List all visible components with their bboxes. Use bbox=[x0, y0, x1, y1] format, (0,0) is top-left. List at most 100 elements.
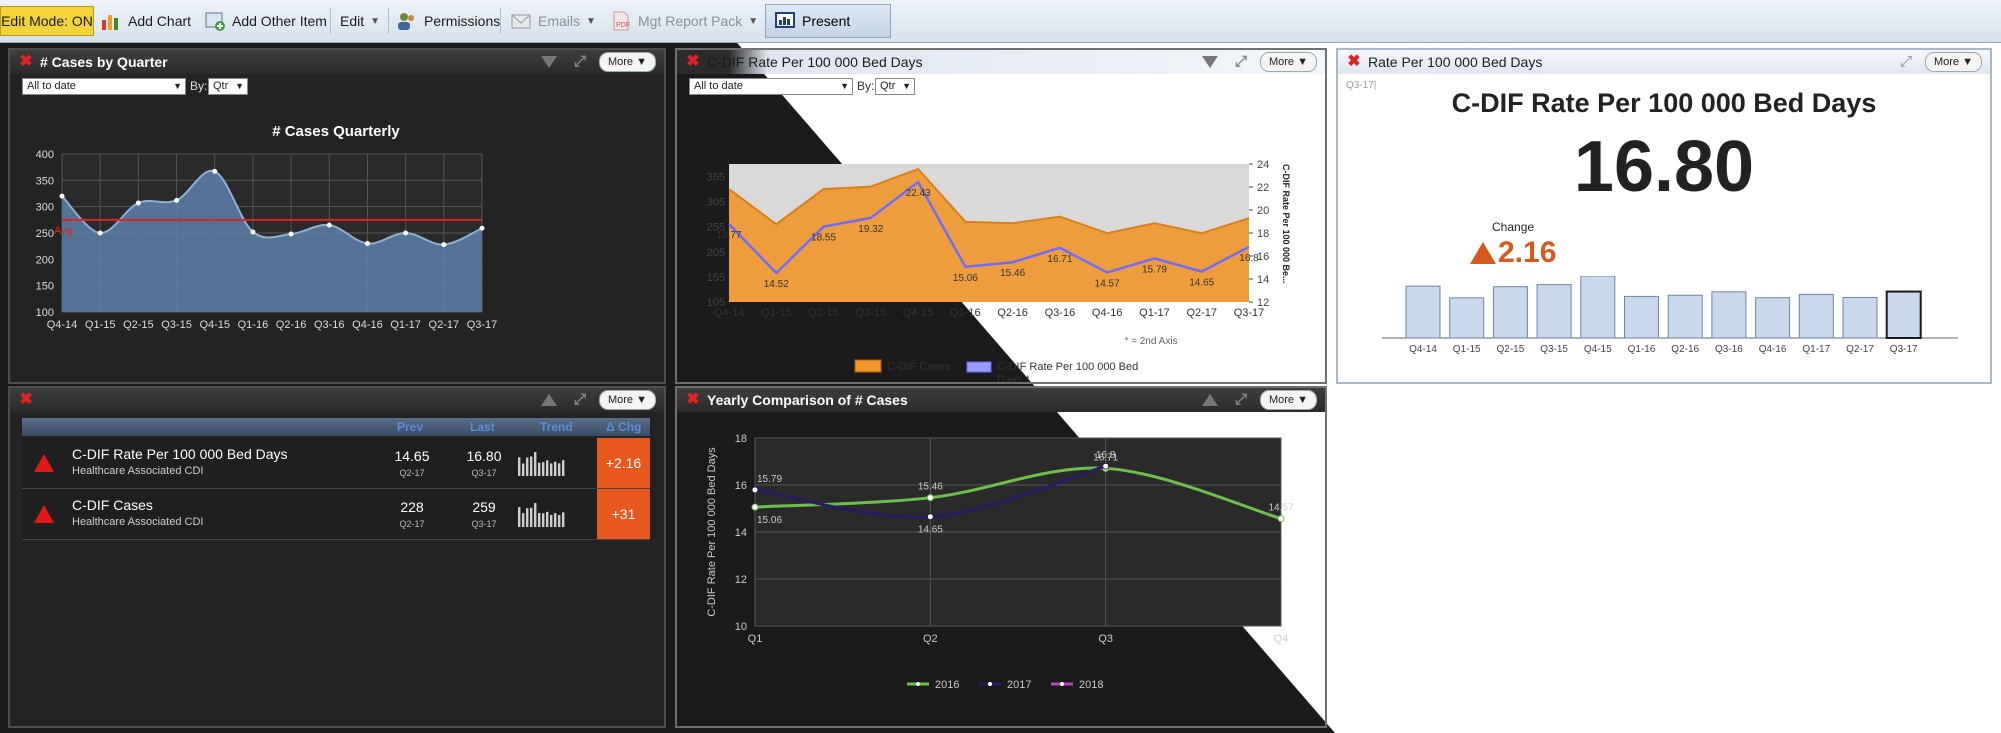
alert-triangle-icon bbox=[34, 505, 54, 523]
envelope-icon bbox=[511, 14, 531, 29]
expand-icon[interactable]: ⤢ bbox=[1234, 391, 1247, 408]
x-tick-label: Q3 bbox=[1098, 633, 1113, 645]
y2-tick-label: 24 bbox=[1257, 159, 1269, 171]
panel-title: Yearly Comparison of # Cases bbox=[707, 392, 908, 408]
data-label: 15.46 bbox=[1000, 268, 1025, 279]
data-label: 22.43 bbox=[906, 188, 931, 199]
date-range-select[interactable]: All to date ▼ bbox=[22, 78, 186, 95]
x-tick-label: Q3-16 bbox=[314, 319, 345, 331]
sparkline-bar bbox=[542, 462, 545, 476]
filter-icon[interactable] bbox=[540, 56, 557, 68]
x-tick-label: Q3-16 bbox=[1715, 344, 1743, 355]
add-chart-label: Add Chart bbox=[128, 13, 192, 29]
edit-mode-button[interactable]: Edit Mode: ON bbox=[0, 6, 94, 36]
emails-menu[interactable]: Emails ▼ bbox=[510, 6, 596, 36]
expand-icon[interactable]: ⤢ bbox=[1234, 53, 1247, 70]
prev-value: 228 bbox=[400, 499, 424, 515]
expand-icon[interactable]: ⤢ bbox=[573, 391, 586, 408]
x-tick-label: Q4-15 bbox=[903, 307, 934, 319]
add-chart-button[interactable]: Add Chart bbox=[100, 6, 191, 36]
add-other-item-label: Add Other Item bbox=[232, 13, 327, 29]
x-tick-label: Q4-14 bbox=[47, 319, 78, 331]
close-icon[interactable]: ✖ bbox=[686, 53, 700, 70]
filter-icon[interactable] bbox=[1201, 394, 1218, 406]
y2-tick-label: 14 bbox=[1257, 274, 1269, 286]
filter-icon[interactable] bbox=[1201, 56, 1218, 68]
cases-line bbox=[728, 167, 1250, 235]
data-point bbox=[59, 193, 65, 199]
more-button[interactable]: More ▼ bbox=[598, 390, 656, 410]
data-label: 15.06 bbox=[953, 273, 978, 284]
data-point bbox=[1277, 515, 1285, 523]
sparkline-bar bbox=[550, 463, 553, 476]
y2-axis-label: C-DIF Rate Per 100 000 Be... bbox=[1281, 164, 1291, 284]
bar bbox=[1405, 285, 1441, 339]
sparkline-bar bbox=[530, 507, 533, 527]
x-tick-label: Q1 bbox=[748, 633, 763, 645]
edit-menu[interactable]: Edit ▼ bbox=[340, 6, 380, 36]
period-value: Qtr bbox=[213, 80, 229, 92]
x-tick-label: Q1-15 bbox=[85, 319, 116, 331]
x-tick-label: Q2-15 bbox=[1497, 344, 1525, 355]
bar bbox=[1449, 297, 1485, 339]
close-icon[interactable]: ✖ bbox=[1347, 53, 1361, 70]
expand-icon[interactable]: ⤢ bbox=[573, 53, 586, 70]
more-button[interactable]: More ▼ bbox=[1924, 52, 1982, 72]
filter-icon[interactable] bbox=[540, 394, 557, 406]
date-range-value: All to date bbox=[27, 80, 76, 92]
y-tick-label: 105 bbox=[707, 297, 725, 309]
data-label: 18.77 bbox=[716, 230, 741, 241]
sparkline-bar bbox=[518, 507, 521, 527]
data-label: 15.06 bbox=[757, 515, 782, 526]
more-button[interactable]: More ▼ bbox=[1259, 52, 1317, 72]
y-tick-label: 18 bbox=[735, 433, 747, 445]
cases-area bbox=[62, 170, 482, 312]
x-tick-label: Q2-17 bbox=[429, 319, 460, 331]
x-tick-label: Q2-16 bbox=[997, 307, 1028, 319]
panel-title: Rate Per 100 000 Bed Days bbox=[1368, 54, 1543, 70]
y2-tick-label: 12 bbox=[1257, 297, 1269, 309]
sparkline-bar bbox=[542, 513, 545, 527]
x-tick-label: Q3-17 bbox=[1890, 344, 1918, 355]
table-row[interactable]: C-DIF Cases Healthcare Associated CDI 22… bbox=[22, 489, 650, 540]
y-tick-label: 150 bbox=[36, 281, 54, 293]
legend-label: C-DIF Cases bbox=[887, 361, 951, 373]
close-icon[interactable]: ✖ bbox=[19, 391, 33, 408]
toolbar-divider bbox=[388, 8, 389, 34]
data-label: 14.52 bbox=[764, 279, 789, 290]
period-select[interactable]: Qtr ▼ bbox=[208, 78, 248, 95]
row-name: C-DIF Cases bbox=[72, 497, 153, 513]
expand-icon[interactable]: ⤢ bbox=[1899, 53, 1912, 70]
panel-header: ✖ C-DIF Rate Per 100 000 Bed Days ⤢ More… bbox=[677, 50, 1325, 74]
table-row[interactable]: C-DIF Rate Per 100 000 Bed Days Healthca… bbox=[22, 438, 650, 489]
sparkline-bar bbox=[562, 512, 565, 527]
close-icon[interactable]: ✖ bbox=[686, 391, 700, 408]
present-button[interactable]: Present bbox=[765, 4, 891, 38]
series-line-2016 bbox=[754, 466, 1282, 521]
users-icon bbox=[398, 13, 414, 30]
prev-value: 14.65 bbox=[394, 448, 430, 464]
change-indicator: 2.16 bbox=[1470, 236, 1556, 270]
cases-by-quarter-panel: ✖ # Cases by Quarter ⤢ More ▼ All to dat… bbox=[8, 48, 666, 384]
x-tick-label: Q2-16 bbox=[1671, 344, 1699, 355]
data-point bbox=[212, 168, 218, 174]
mgt-report-pack-menu[interactable]: PDF Mgt Report Pack ▼ bbox=[610, 6, 758, 36]
add-item-icon bbox=[205, 12, 225, 31]
period-select[interactable]: Qtr ▼ bbox=[875, 78, 915, 95]
add-other-item-button[interactable]: Add Other Item bbox=[204, 6, 327, 36]
pdf-icon: PDF bbox=[613, 11, 630, 31]
data-point bbox=[174, 197, 180, 203]
more-button[interactable]: More ▼ bbox=[598, 52, 656, 72]
data-label: 19.32 bbox=[858, 224, 883, 235]
permissions-button[interactable]: Permissions bbox=[396, 6, 500, 36]
date-range-select[interactable]: All to date ▼ bbox=[689, 78, 853, 95]
trend-header: Trend bbox=[540, 420, 573, 434]
emails-label: Emails bbox=[538, 13, 581, 29]
more-button[interactable]: More ▼ bbox=[1259, 390, 1317, 410]
bar bbox=[1624, 295, 1659, 339]
y-tick-label: 300 bbox=[36, 202, 54, 214]
close-icon[interactable]: ✖ bbox=[19, 53, 33, 70]
x-tick-label: Q1-17 bbox=[390, 319, 421, 331]
chevron-down-icon: ▼ bbox=[840, 81, 849, 91]
